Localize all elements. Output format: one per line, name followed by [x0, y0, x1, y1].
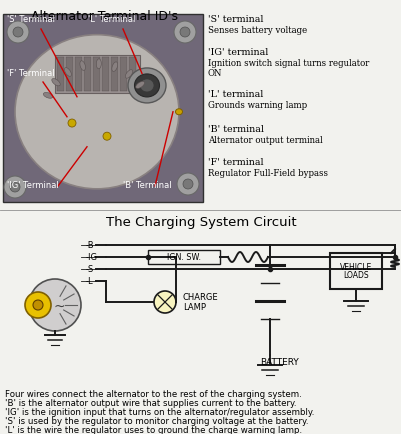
Bar — [75, 57, 82, 92]
Ellipse shape — [136, 82, 144, 89]
Text: LAMP: LAMP — [182, 303, 205, 312]
Circle shape — [182, 179, 192, 189]
Ellipse shape — [96, 59, 101, 69]
Bar — [84, 57, 91, 92]
Text: LOADS: LOADS — [342, 272, 368, 280]
Ellipse shape — [125, 70, 132, 78]
Ellipse shape — [15, 35, 178, 189]
Text: The Charging System Circuit: The Charging System Circuit — [105, 216, 296, 229]
Bar — [3, 14, 203, 202]
Text: 'F' terminal: 'F' terminal — [207, 158, 263, 167]
Text: 'IG' Terminal: 'IG' Terminal — [7, 181, 59, 190]
Ellipse shape — [140, 79, 154, 92]
Ellipse shape — [134, 74, 159, 97]
Text: 'S' is used by the regulator to monitor charging voltage at the battery.: 'S' is used by the regulator to monitor … — [5, 417, 308, 426]
Circle shape — [10, 182, 20, 192]
Bar — [57, 57, 64, 92]
Text: Regulator Full-Field bypass: Regulator Full-Field bypass — [207, 169, 327, 178]
Bar — [55, 56, 140, 93]
Circle shape — [103, 132, 111, 140]
Circle shape — [4, 176, 26, 198]
Text: 'L' is the wire the regulator uses to ground the charge warning lamp.: 'L' is the wire the regulator uses to gr… — [5, 426, 302, 434]
Ellipse shape — [43, 92, 53, 98]
Text: Senses battery voltage: Senses battery voltage — [207, 26, 306, 35]
Bar — [329, 253, 381, 289]
Circle shape — [13, 27, 23, 37]
Text: -S: -S — [86, 266, 94, 274]
Text: 'L' terminal: 'L' terminal — [207, 90, 263, 99]
Ellipse shape — [128, 68, 166, 103]
Text: 'IG' terminal: 'IG' terminal — [207, 48, 268, 57]
Ellipse shape — [52, 79, 60, 86]
Text: 'B' is the alternator output wire that supplies current to the battery.: 'B' is the alternator output wire that s… — [5, 399, 296, 408]
Text: -IG: -IG — [86, 253, 98, 263]
Text: 'B' terminal: 'B' terminal — [207, 125, 263, 134]
Text: 'S' terminal: 'S' terminal — [207, 15, 263, 24]
Bar — [93, 57, 100, 92]
Bar — [66, 57, 73, 92]
Text: Four wires connect the alternator to the rest of the charging system.: Four wires connect the alternator to the… — [5, 390, 301, 399]
Bar — [111, 57, 118, 92]
Ellipse shape — [80, 61, 85, 70]
Circle shape — [33, 300, 43, 310]
Circle shape — [68, 119, 76, 127]
Ellipse shape — [64, 68, 71, 76]
Text: Grounds warning lamp: Grounds warning lamp — [207, 101, 306, 110]
Text: -L: -L — [86, 277, 93, 286]
Circle shape — [174, 21, 196, 43]
Bar — [148, 250, 219, 264]
Text: IGN. SW.: IGN. SW. — [166, 253, 200, 262]
Text: -B: -B — [86, 241, 94, 250]
Text: CHARGE: CHARGE — [182, 293, 218, 302]
Text: VEHICLE: VEHICLE — [339, 263, 371, 272]
Text: ~: ~ — [53, 300, 65, 314]
Circle shape — [25, 292, 51, 318]
Circle shape — [176, 173, 198, 195]
Text: Alternator output terminal: Alternator output terminal — [207, 136, 322, 145]
Ellipse shape — [175, 109, 182, 115]
Text: BATTERY: BATTERY — [259, 358, 298, 367]
Text: 'IG' is the ignition input that turns on the alternator/regulator assembly.: 'IG' is the ignition input that turns on… — [5, 408, 314, 417]
Bar — [102, 57, 109, 92]
Bar — [129, 57, 136, 92]
Circle shape — [154, 291, 176, 313]
Bar — [120, 57, 127, 92]
Text: Ignition switch signal turns regulator
ON: Ignition switch signal turns regulator O… — [207, 59, 369, 79]
Text: 'S' Terminal: 'S' Terminal — [7, 15, 55, 24]
Text: 'L' Terminal: 'L' Terminal — [88, 15, 135, 24]
Circle shape — [7, 21, 29, 43]
Text: 'F' Terminal: 'F' Terminal — [7, 69, 55, 78]
Text: Alternator Terminal ID's: Alternator Terminal ID's — [31, 10, 178, 23]
Text: 'B' Terminal: 'B' Terminal — [123, 181, 171, 190]
Circle shape — [29, 279, 81, 331]
Circle shape — [180, 27, 190, 37]
Ellipse shape — [111, 62, 117, 72]
